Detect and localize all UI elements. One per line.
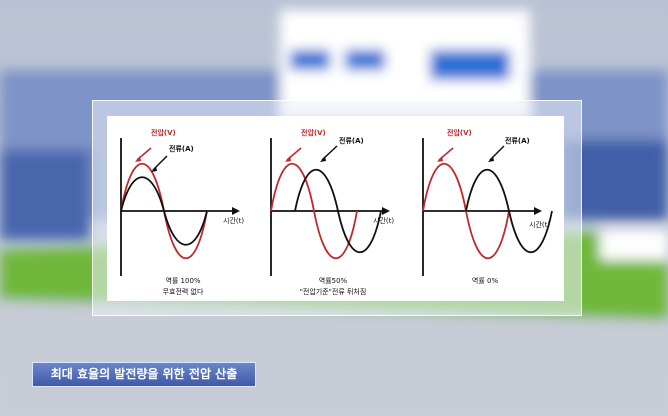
- current-label: 전류(A): [169, 145, 194, 153]
- waveform-0: 전압(V) 전류(A) 시간(t) 역률 0%: [409, 116, 561, 301]
- current-label: 전류(A): [339, 137, 364, 145]
- waveform-50: 전압(V) 전류(A) 시간(t) 역률50% "전압기준"전류 뒤처짐: [257, 116, 409, 301]
- caption-line1: 역률 0%: [471, 277, 499, 285]
- time-axis-label: 시간(t): [223, 217, 245, 225]
- caption-line1: 역률50%: [318, 277, 348, 285]
- current-label: 전류(A): [505, 137, 530, 145]
- caption-line2: 무효전력 없다: [162, 288, 204, 296]
- voltage-label: 전압(V): [447, 129, 472, 137]
- diagram-area: 전압(V) 전류(A) 시간(t) 역률 100% 무효전력 없다 전압(V) …: [107, 116, 564, 301]
- voltage-label: 전압(V): [151, 129, 176, 137]
- caption-bar: 최대 효율의 발전량을 위한 전압 산출: [32, 362, 256, 387]
- time-axis-label: 시간(t): [529, 221, 551, 229]
- caption-line2: "전압기준"전류 뒤처짐: [299, 288, 367, 296]
- time-axis-label: 시간(t): [373, 217, 395, 225]
- waveform-100: 전압(V) 전류(A) 시간(t) 역률 100% 무효전력 없다: [107, 116, 259, 301]
- caption-line1: 역률 100%: [165, 277, 201, 285]
- voltage-label: 전압(V): [301, 129, 326, 137]
